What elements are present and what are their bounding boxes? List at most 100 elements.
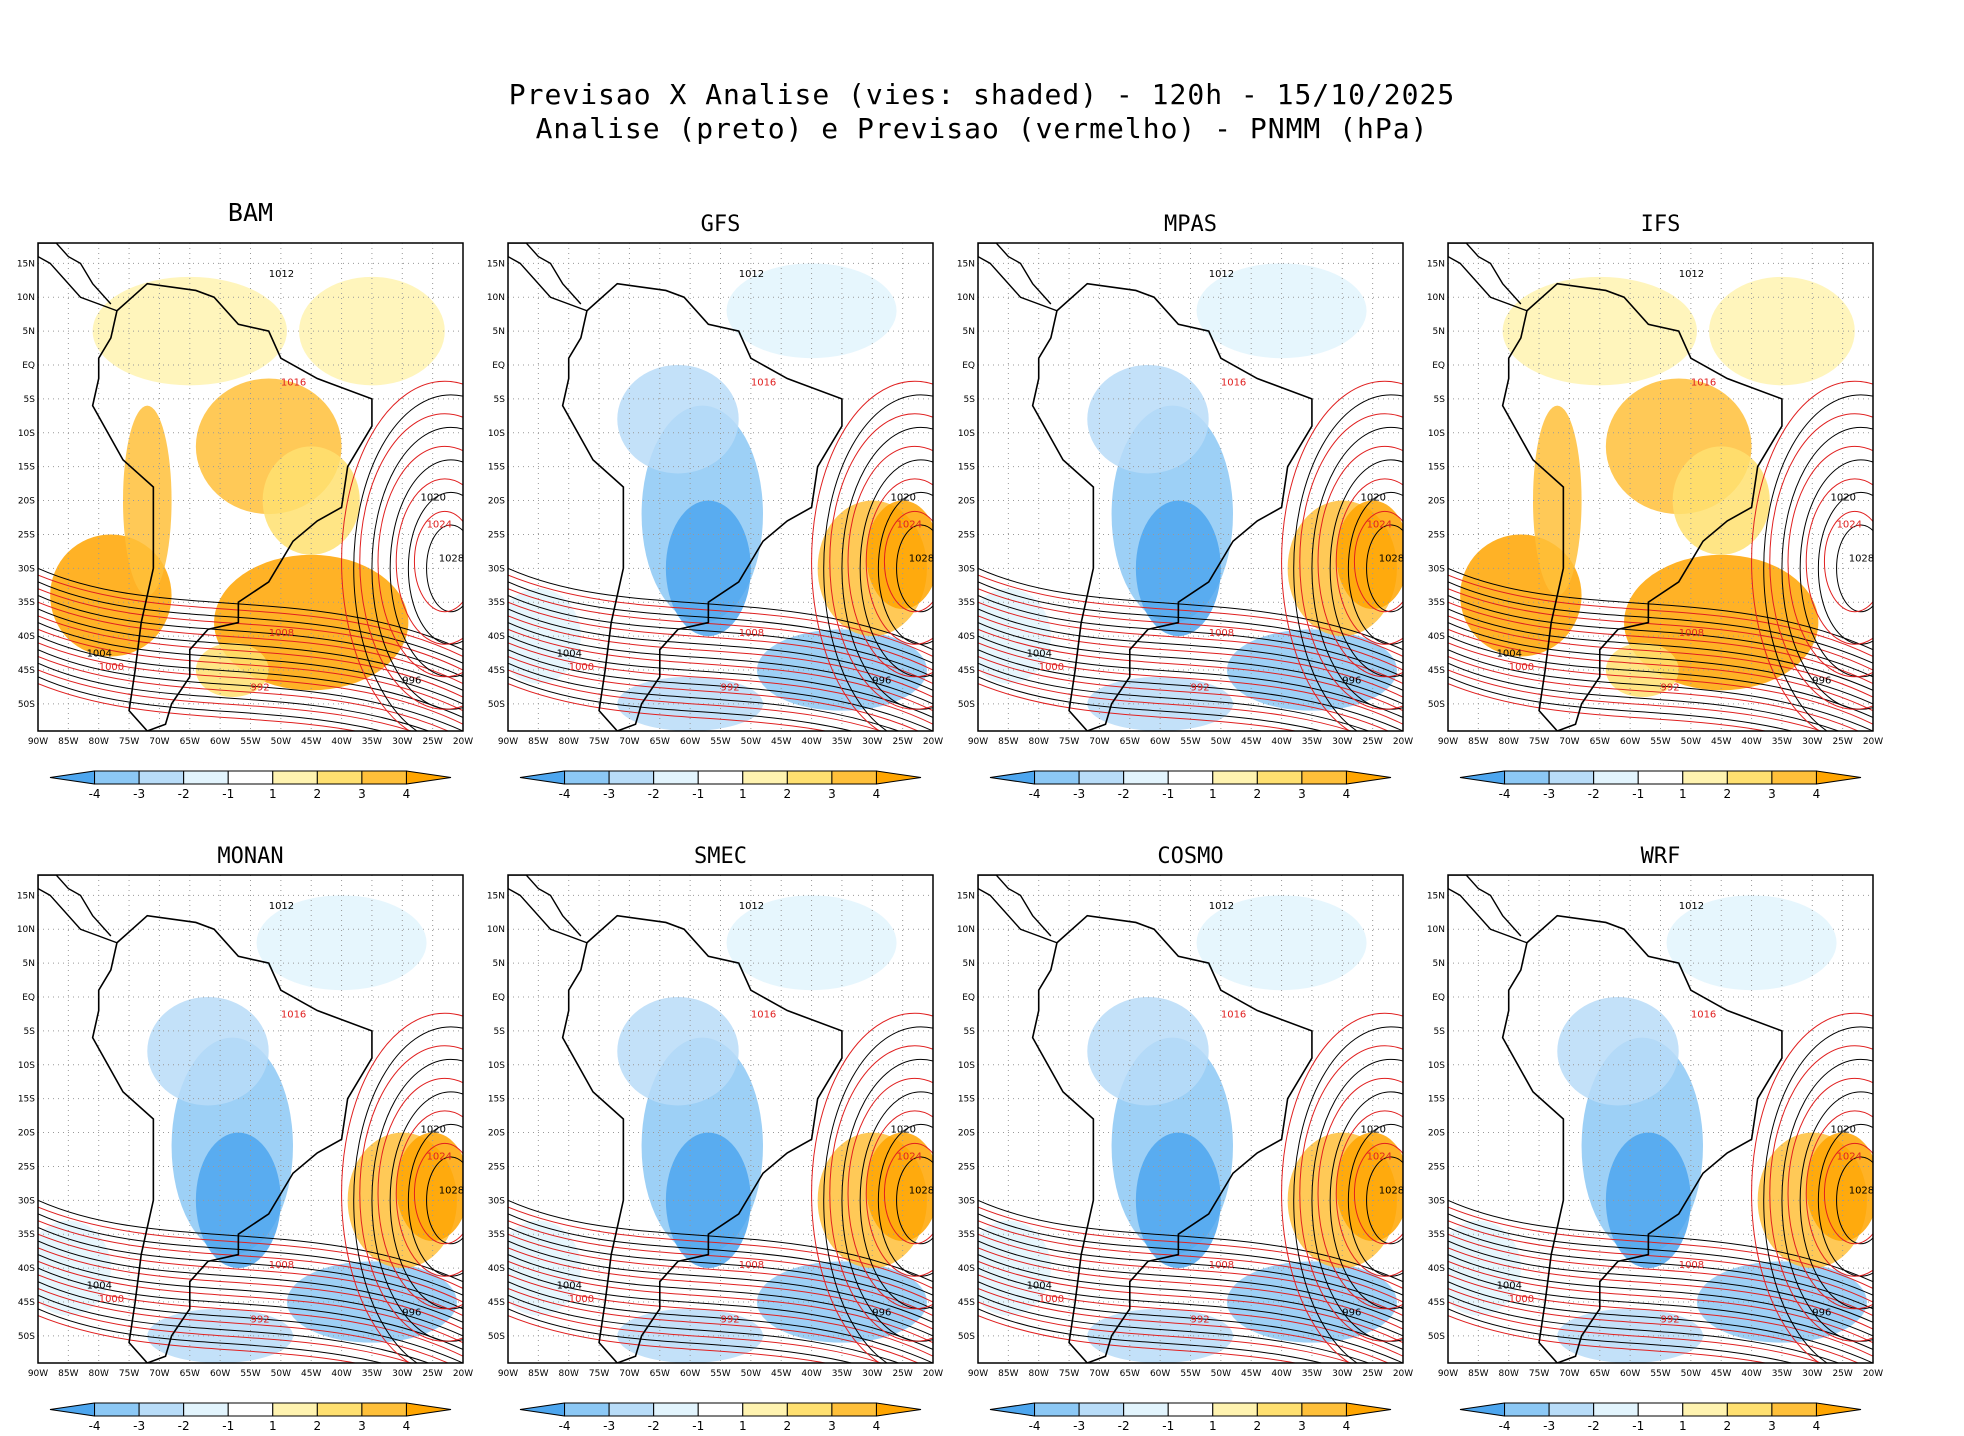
lat-tick-label: 40S xyxy=(1428,632,1445,642)
colorbar-segment xyxy=(1256,1402,1303,1417)
forecast-isobar xyxy=(508,1206,933,1289)
lon-tick-label: 40W xyxy=(1271,1369,1291,1379)
lat-tick-label: 30S xyxy=(1428,1196,1445,1206)
lon-tick-label: 40W xyxy=(331,737,351,747)
contour-label: 1000 xyxy=(1039,1294,1064,1305)
forecast-isobar xyxy=(1448,642,1873,725)
lat-tick-label: 15S xyxy=(958,463,975,473)
lat-tick-label: 5N xyxy=(493,959,505,969)
contour-label: 996 xyxy=(402,1308,421,1319)
analysis-isobar xyxy=(508,608,933,691)
forecast-isobar xyxy=(1787,445,1873,678)
colorbar-label: -1 xyxy=(222,1419,234,1433)
contour-label: 996 xyxy=(872,676,891,687)
colorbar-segment xyxy=(653,770,699,785)
panel-title: COSMO xyxy=(1157,844,1223,869)
south-america-coastline xyxy=(91,282,373,731)
forecast-isobar xyxy=(508,1233,933,1317)
colorbar-segment xyxy=(272,1402,318,1417)
lon-tick-label: 50W xyxy=(271,737,291,747)
lon-tick-label: 65W xyxy=(180,737,200,747)
colorbar-segment xyxy=(1345,770,1392,785)
contour-label: 1024 xyxy=(1837,520,1862,531)
forecast-isobar xyxy=(359,1045,463,1342)
lat-tick-label: 5S xyxy=(494,395,506,405)
analysis-isobar xyxy=(508,635,933,718)
lon-tick-label: 60W xyxy=(210,737,230,747)
bias-shading xyxy=(866,1132,933,1241)
forecast-isobar xyxy=(508,1220,933,1303)
lat-tick-label: 20S xyxy=(1428,1129,1445,1139)
lon-tick-label: 70W xyxy=(149,1369,169,1379)
forecast-isobar xyxy=(38,601,463,685)
colorbar-label: -1 xyxy=(1632,1419,1644,1433)
central-america-coastline xyxy=(508,243,588,312)
analysis-isobar xyxy=(38,1226,463,1310)
central-america-coastline xyxy=(38,875,118,944)
lat-tick-label: 5S xyxy=(1434,1027,1446,1037)
forecast-isobar xyxy=(978,601,1403,685)
lat-tick-label: 25S xyxy=(958,1162,975,1172)
lon-tick-label: 20W xyxy=(1393,1369,1413,1379)
lat-tick-label: 10N xyxy=(1427,293,1445,303)
colorbar-segment xyxy=(272,770,318,785)
lat-tick-label: 30S xyxy=(958,1196,975,1206)
forecast-isobar xyxy=(847,1077,933,1310)
forecast-isobar xyxy=(38,1274,463,1357)
lat-tick-label: EQ xyxy=(962,361,975,371)
lat-tick-label: 40S xyxy=(18,1264,35,1274)
lat-tick-label: 20S xyxy=(488,497,505,507)
lon-tick-label: 30W xyxy=(1332,1369,1352,1379)
colorbar-segment xyxy=(94,770,140,785)
colorbar-segment xyxy=(608,770,655,785)
analysis-isobar xyxy=(38,649,463,731)
contour-label: 1008 xyxy=(269,1260,294,1271)
lon-tick-label: 55W xyxy=(240,737,260,747)
colorbar-segment xyxy=(1212,770,1258,785)
lat-tick-label: 40S xyxy=(488,632,505,642)
lon-tick-label: 35W xyxy=(1772,737,1792,747)
colorbar-segment xyxy=(1167,770,1214,785)
analysis-isobar xyxy=(978,1240,1403,1323)
forecast-isobar xyxy=(1448,655,1860,731)
forecast-isobar xyxy=(1281,380,1403,731)
lon-tick-label: 90W xyxy=(498,1369,518,1379)
lon-tick-label: 55W xyxy=(1180,1369,1200,1379)
forecast-isobar xyxy=(377,1077,463,1310)
forecast-isobar xyxy=(38,669,413,731)
colorbar: -4 -3 -2 -1 1 2 3 4 xyxy=(989,770,1392,801)
forecast-isobar xyxy=(38,1220,463,1303)
lon-tick-label: 50W xyxy=(1211,1369,1231,1379)
lon-tick-label: 75W xyxy=(1529,737,1549,747)
map-frame xyxy=(37,242,464,732)
colorbar-segment xyxy=(831,1402,877,1417)
forecast-isobar xyxy=(508,574,933,657)
lat-tick-label: 35S xyxy=(488,598,505,608)
lat-tick-label: 50S xyxy=(958,700,975,710)
panel-title: IFS xyxy=(1641,212,1681,237)
lat-tick-label: 15N xyxy=(17,891,35,901)
colorbar-segment xyxy=(989,1402,1036,1417)
colorbar-segment xyxy=(1682,770,1728,785)
forecast-isobar xyxy=(1448,1220,1873,1303)
forecast-isobar xyxy=(38,683,358,731)
forecast-isobar xyxy=(1281,1012,1403,1363)
lat-tick-label: 15S xyxy=(958,1095,975,1105)
analysis-isobar xyxy=(978,1254,1403,1337)
lon-tick-label: 20W xyxy=(453,1369,473,1379)
colorbar-segment xyxy=(1123,770,1169,785)
forecast-isobar xyxy=(508,1274,933,1357)
colorbar-segment xyxy=(1123,1402,1169,1417)
lon-tick-label: 90W xyxy=(28,737,48,747)
forecast-isobar xyxy=(38,628,463,712)
bias-shading xyxy=(1336,1132,1403,1241)
colorbar-label: 2 xyxy=(784,1419,792,1433)
lon-tick-label: 80W xyxy=(89,737,109,747)
lon-tick-label: 65W xyxy=(1120,737,1140,747)
colorbar: -4 -3 -2 -1 1 2 3 4 xyxy=(49,1402,452,1433)
colorbar-label: -4 xyxy=(89,1419,101,1433)
contour-label: 1024 xyxy=(897,1152,922,1163)
forecast-isobar xyxy=(978,615,1403,698)
forecast-isobar xyxy=(978,1247,1403,1330)
forecast-isobar xyxy=(38,574,463,657)
